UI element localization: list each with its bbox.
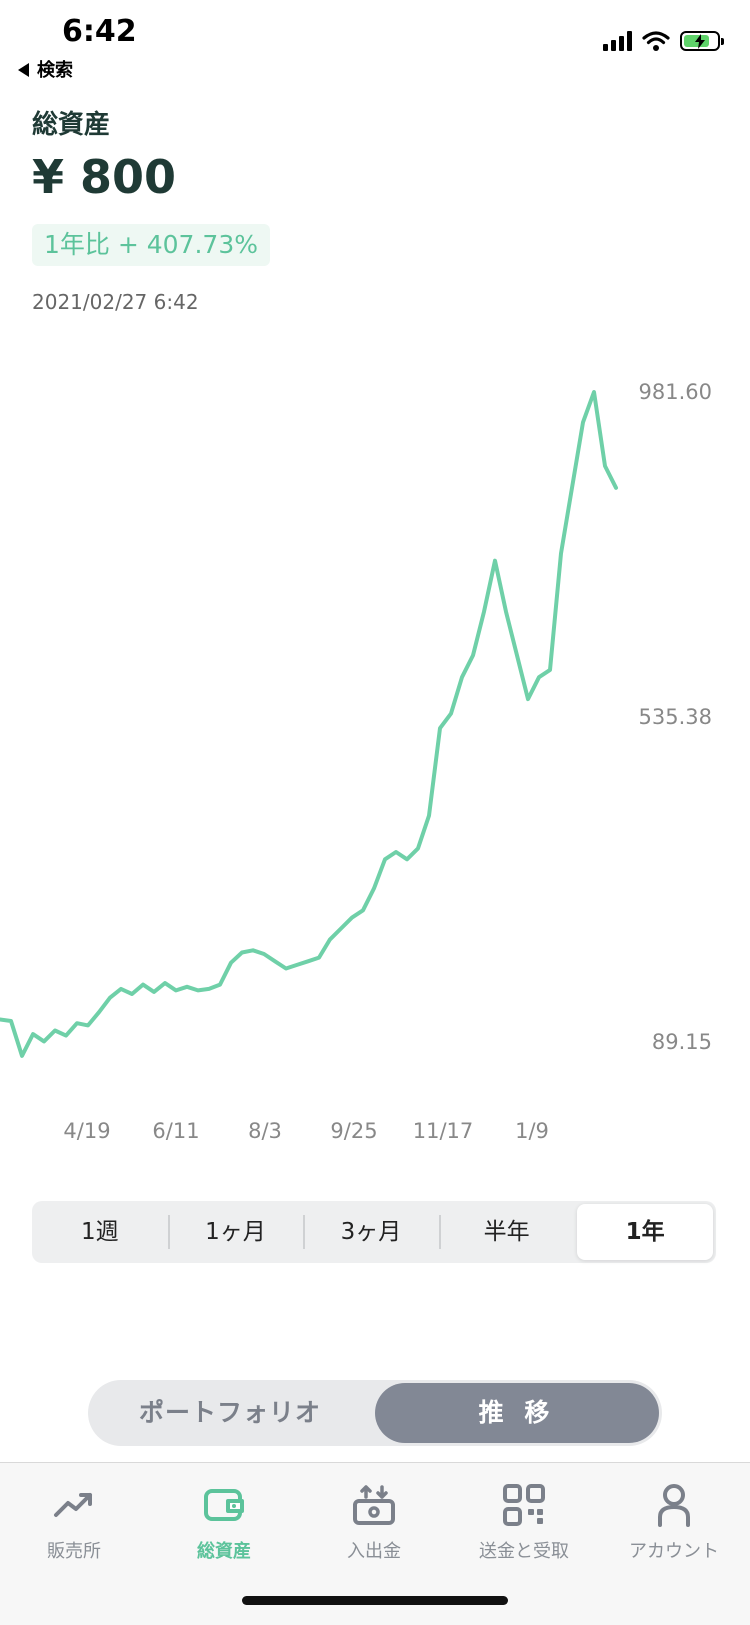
wifi-icon	[642, 31, 670, 51]
yearly-change-badge: 1年比 + 407.73%	[32, 224, 270, 266]
tab-label: 総資産	[197, 1541, 251, 1562]
tab-send-receive[interactable]: 送金と受取	[454, 1481, 594, 1563]
total-assets-value: ¥ 800	[32, 150, 177, 204]
x-tick-label: 8/3	[248, 1119, 282, 1140]
y-tick-label: 981.60	[639, 380, 712, 404]
x-tick-label: 4/19	[63, 1119, 110, 1140]
x-tick-label: 11/17	[413, 1119, 474, 1140]
tab-label: 入出金	[347, 1541, 401, 1562]
period-3-months[interactable]: 3ヶ月	[303, 1201, 439, 1263]
tab-label: 送金と受取	[479, 1541, 569, 1562]
status-icons	[603, 30, 724, 52]
asset-history-chart[interactable]: 981.60 535.38 89.15 4/19 6/11 8/3 9/25 11/17 1/…	[0, 350, 750, 1140]
tab-label: アカウント	[629, 1541, 719, 1562]
cash-icon	[353, 1485, 395, 1525]
period-selector: 1週 1ヶ月 3ヶ月 半年 1年	[32, 1201, 716, 1263]
status-time: 6:42	[62, 14, 137, 49]
tab-bar: 販売所 総資産 入出金 送金と受取	[0, 1462, 750, 1625]
tab-label: 販売所	[47, 1541, 101, 1562]
period-1-month[interactable]: 1ヶ月	[167, 1201, 304, 1263]
back-label: 検索	[37, 60, 73, 81]
total-assets-label: 総資産	[32, 110, 111, 140]
tab-account[interactable]: アカウント	[604, 1481, 744, 1563]
back-to-search-link[interactable]: 検索	[18, 56, 73, 82]
period-1-week[interactable]: 1週	[80, 1219, 119, 1245]
x-tick-label: 1/9	[515, 1119, 549, 1140]
period-half-year[interactable]: 半年	[438, 1201, 575, 1263]
cellular-signal-icon	[603, 31, 632, 51]
back-arrow-icon	[18, 63, 29, 77]
status-bar: 6:42 検索	[0, 0, 750, 90]
portfolio-toggle-button[interactable]: ポートフォリオ	[138, 1398, 321, 1427]
person-icon	[658, 1484, 690, 1527]
tab-deposit-withdraw[interactable]: 入出金	[304, 1481, 444, 1563]
y-tick-label: 89.15	[652, 1030, 712, 1054]
history-toggle-button[interactable]: 推 移	[375, 1383, 659, 1443]
home-indicator	[242, 1596, 508, 1605]
as-of-timestamp: 2021/02/27 6:42	[32, 290, 199, 314]
y-tick-label: 535.38	[639, 705, 712, 729]
x-tick-label: 9/25	[330, 1119, 377, 1140]
period-1-year[interactable]: 1年	[577, 1204, 713, 1260]
tab-total-assets[interactable]: 総資産	[154, 1481, 294, 1563]
series-line	[0, 390, 618, 1058]
x-tick-label: 6/11	[152, 1119, 199, 1140]
view-toggle: ポートフォリオ 推 移	[88, 1380, 662, 1446]
qr-icon	[503, 1484, 545, 1526]
wallet-icon	[204, 1489, 244, 1521]
tab-exchange[interactable]: 販売所	[4, 1481, 144, 1563]
battery-icon	[680, 31, 724, 51]
trend-icon	[54, 1493, 92, 1517]
